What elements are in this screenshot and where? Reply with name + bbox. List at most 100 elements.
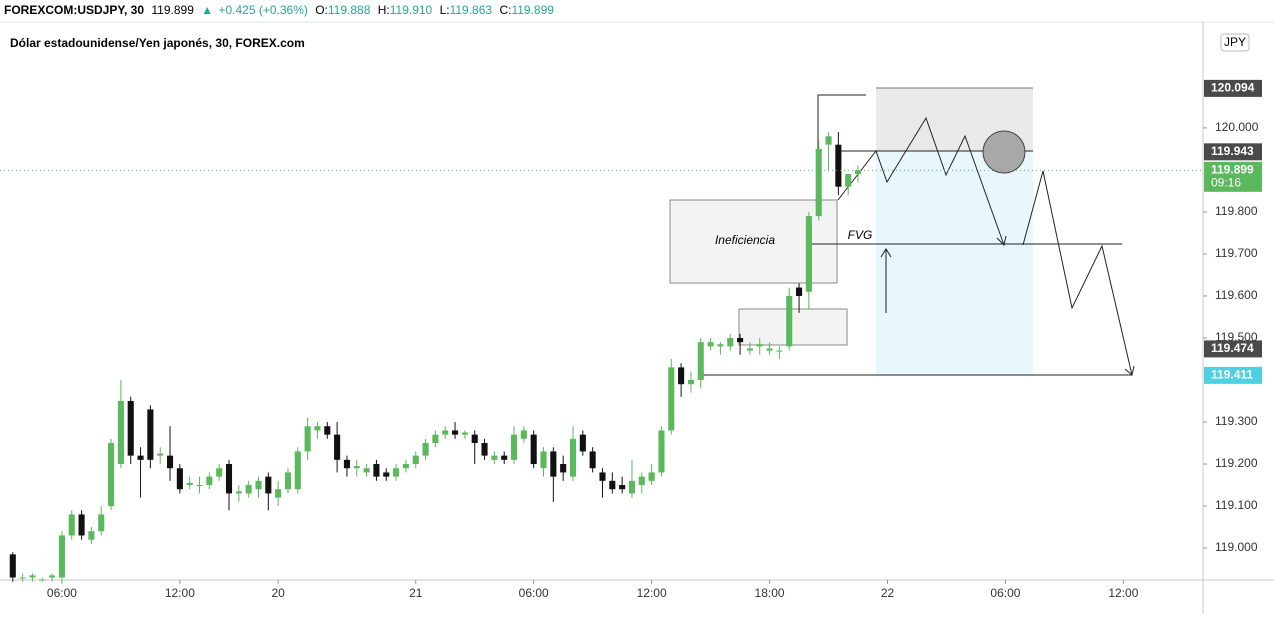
candle-body <box>569 438 577 477</box>
ohlc-label: C: <box>499 3 511 17</box>
candle-body <box>245 485 252 494</box>
y-tick-label: 119.300 <box>1215 414 1258 428</box>
y-tick-label: 119.600 <box>1215 288 1258 302</box>
price-label: 120.094 <box>1211 81 1255 95</box>
currency-badge <box>1220 33 1250 52</box>
candle-body <box>147 409 154 460</box>
candle-body <box>176 468 183 490</box>
currency: JPY <box>1224 35 1246 49</box>
candle-body <box>402 464 409 469</box>
candle-body <box>805 216 812 292</box>
arrow-head <box>996 235 1007 246</box>
ohlc-label: L: <box>440 3 450 17</box>
x-tick-label: 20 <box>271 586 285 600</box>
price-label: 119.943 <box>1211 144 1254 158</box>
candle-body <box>746 348 753 351</box>
candle-body <box>510 434 518 460</box>
path-projection <box>837 116 1005 246</box>
candle-body <box>697 342 704 380</box>
candle-body <box>343 459 350 469</box>
candle-body <box>796 287 803 296</box>
candle-body <box>412 455 419 465</box>
ohlc-label: H: <box>378 3 390 17</box>
candle-body <box>127 401 134 456</box>
candle-body <box>196 485 203 487</box>
candle-body <box>638 476 645 486</box>
candle-body <box>137 455 144 460</box>
candle-body <box>628 480 636 494</box>
candle-body <box>39 579 46 581</box>
candle-body <box>501 455 508 460</box>
candle-body <box>235 491 242 494</box>
candle-body <box>756 344 763 347</box>
candle-body <box>334 434 341 460</box>
profit-zone <box>876 151 1033 375</box>
candle-body <box>619 485 626 490</box>
marker-circle <box>982 130 1026 174</box>
price-label-box <box>1204 161 1262 192</box>
y-tick-label: 119.700 <box>1215 246 1258 260</box>
candle-body <box>9 554 16 578</box>
candle-body <box>815 148 822 217</box>
candle-body <box>609 480 616 490</box>
price-label: 119.899 <box>1211 162 1254 176</box>
candle-body <box>284 472 292 490</box>
change-arrow: ▲ <box>201 3 213 17</box>
y-tick-label: 119.800 <box>1215 204 1258 218</box>
y-tick-label: 119.200 <box>1215 456 1258 470</box>
candle-body <box>186 482 193 486</box>
candle-body <box>157 453 164 456</box>
candle-body <box>550 451 557 477</box>
candle-body <box>98 514 105 532</box>
candle-body <box>225 464 233 494</box>
ohlc-label: O: <box>315 3 328 17</box>
path-projection <box>1022 170 1133 376</box>
candle-body <box>589 451 596 469</box>
price-label: 119.411 <box>1211 368 1253 382</box>
annotation: FVG <box>848 228 873 242</box>
candle-body <box>481 443 488 456</box>
price-label: 119.474 <box>1211 341 1254 355</box>
x-tick-label: 12:00 <box>1108 586 1138 600</box>
ohlc-value: 119.910 <box>390 3 433 17</box>
ohlc-value: 119.888 <box>328 3 371 17</box>
candle-body <box>166 455 174 469</box>
candle-body <box>88 531 95 540</box>
candle-body <box>687 379 694 385</box>
x-tick-label: 21 <box>409 586 423 600</box>
candle-body <box>324 426 331 435</box>
change: +0.425 (+0.36%) <box>218 3 307 17</box>
annotation: Ineficiencia <box>715 233 775 247</box>
y-tick-label: 119.000 <box>1215 540 1258 554</box>
candle-body <box>108 443 115 507</box>
candle-body <box>216 468 223 477</box>
price-label-box <box>1204 366 1262 384</box>
y-tick-label: 119.100 <box>1215 498 1258 512</box>
candle-body <box>314 426 321 431</box>
candle-body <box>265 476 272 494</box>
candle-body <box>432 434 439 444</box>
candle-body <box>471 434 478 444</box>
candle-body <box>540 451 547 469</box>
candle-body <box>275 489 282 498</box>
candle-body <box>668 367 675 431</box>
candle-body <box>294 451 301 490</box>
candle-body <box>825 136 832 145</box>
chart-title: Dólar estadounidense/Yen japonés, 30, FO… <box>10 36 305 50</box>
price-label-box <box>1204 143 1262 161</box>
candle-body <box>461 432 468 435</box>
candle-body <box>707 342 714 347</box>
candle-body <box>530 434 537 465</box>
candle-body <box>727 337 734 347</box>
candle-body <box>117 401 124 465</box>
candle-body <box>678 367 685 385</box>
ohlc-value: 119.899 <box>511 3 554 17</box>
x-tick-label: 22 <box>881 586 895 600</box>
candle-body <box>648 472 655 481</box>
candle-body <box>835 144 842 187</box>
price-label-box <box>1204 79 1262 97</box>
x-tick-label: 06:00 <box>47 586 77 600</box>
up-arrow-head <box>880 248 892 258</box>
candle-body <box>599 472 606 481</box>
